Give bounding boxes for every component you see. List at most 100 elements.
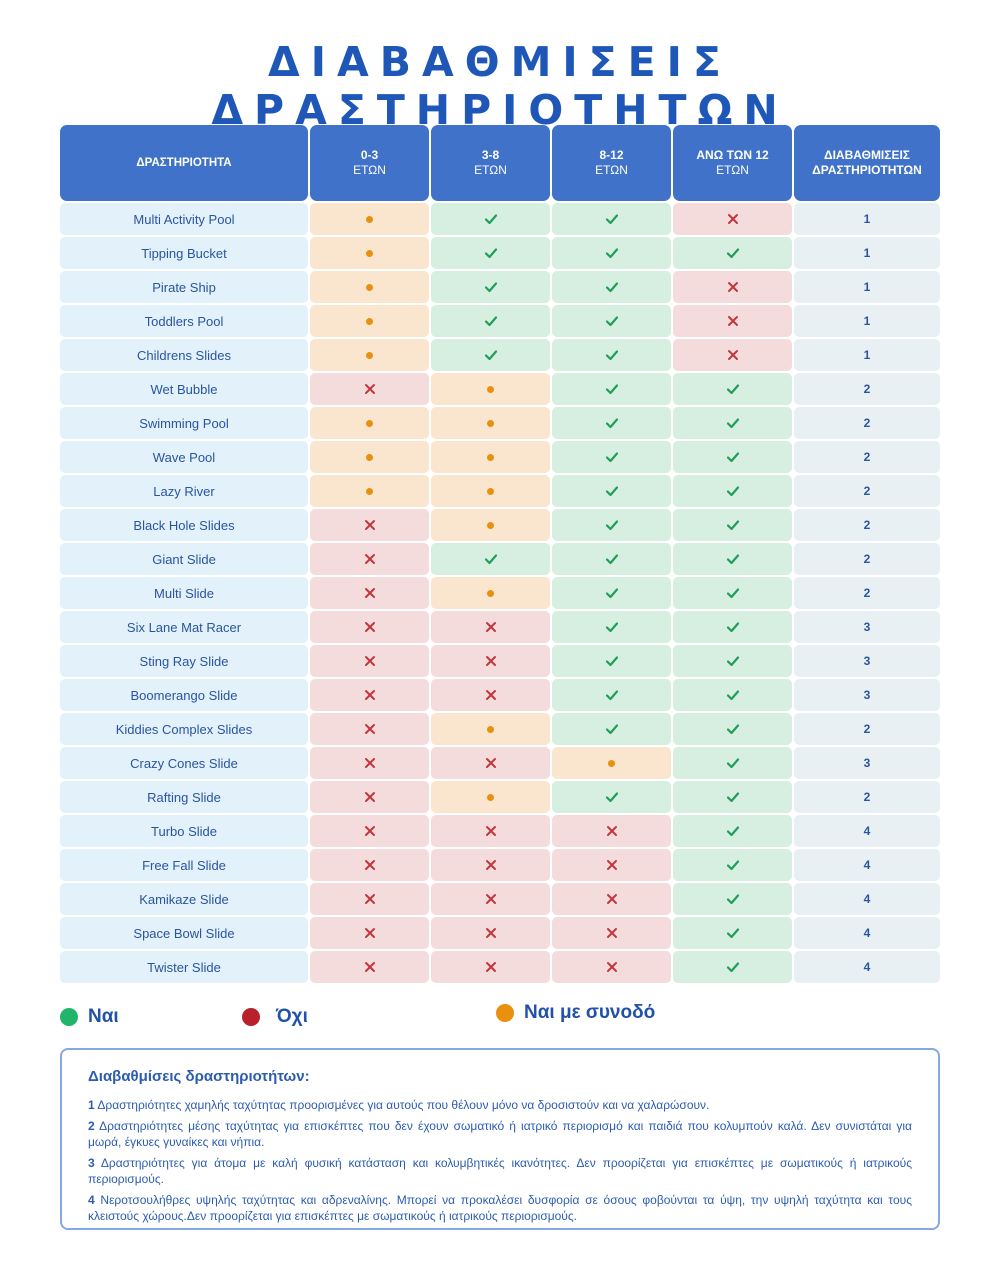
header-age-3-8: 3-8 ΕΤΩΝ <box>431 125 550 201</box>
activity-name: Kiddies Complex Slides <box>60 713 308 745</box>
cross-icon <box>364 520 375 530</box>
status-cell-escort <box>431 781 550 813</box>
status-cell-no <box>310 713 429 745</box>
activity-rating: 3 <box>794 645 940 677</box>
cross-icon <box>364 928 375 938</box>
activity-name: Free Fall Slide <box>60 849 308 881</box>
activity-rating: 2 <box>794 407 940 439</box>
activity-rating: 2 <box>794 577 940 609</box>
cross-icon <box>485 656 496 666</box>
orange-dot-icon <box>366 487 373 495</box>
status-cell-yes <box>552 271 671 303</box>
status-cell-escort <box>310 339 429 371</box>
status-cell-escort <box>431 475 550 507</box>
status-cell-no <box>310 509 429 541</box>
activity-name: Space Bowl Slide <box>60 917 308 949</box>
cross-icon <box>727 316 738 326</box>
status-cell-no <box>310 747 429 779</box>
status-cell-escort <box>310 203 429 235</box>
status-cell-yes <box>552 781 671 813</box>
status-cell-no <box>673 203 792 235</box>
cross-icon <box>606 860 617 870</box>
orange-dot-icon <box>366 249 373 257</box>
status-cell-yes <box>673 509 792 541</box>
status-cell-yes <box>673 951 792 983</box>
orange-dot-icon <box>608 759 615 767</box>
orange-dot-icon <box>366 215 373 223</box>
activity-name: Six Lane Mat Racer <box>60 611 308 643</box>
status-cell-yes <box>431 237 550 269</box>
status-cell-no <box>310 849 429 881</box>
status-cell-yes <box>673 645 792 677</box>
activity-rating: 4 <box>794 883 940 915</box>
status-cell-no <box>310 781 429 813</box>
status-cell-no <box>310 679 429 711</box>
cross-icon <box>606 962 617 972</box>
table-row: Pirate Ship 1 <box>60 271 946 303</box>
table-row: Kamikaze Slide 4 <box>60 883 946 915</box>
activity-name: Multi Activity Pool <box>60 203 308 235</box>
status-cell-escort <box>431 441 550 473</box>
status-cell-yes <box>552 611 671 643</box>
header-age-range: 8-12 <box>599 148 624 162</box>
legend-yes: Ναι <box>60 1006 119 1028</box>
table-row: Wet Bubble 2 <box>60 373 946 405</box>
check-icon <box>605 452 618 463</box>
activity-rating: 3 <box>794 611 940 643</box>
activity-rating: 1 <box>794 203 940 235</box>
activity-name: Tipping Bucket <box>60 237 308 269</box>
activities-table: ΔΡΑΣΤΗΡΙΟΤΗΤΑ 0-3 ΕΤΩΝ 3-8 ΕΤΩΝ 8-12 ΕΤΩ… <box>60 125 946 985</box>
check-icon <box>726 894 739 905</box>
status-cell-no <box>310 577 429 609</box>
activity-name: Kamikaze Slide <box>60 883 308 915</box>
header-age-unit: ΕΤΩΝ <box>595 163 628 177</box>
status-cell-escort <box>431 373 550 405</box>
legend-escort-label: Ναι με συνοδό <box>524 1002 656 1023</box>
status-cell-yes <box>552 373 671 405</box>
table-row: Twister Slide 4 <box>60 951 946 983</box>
activity-rating: 1 <box>794 271 940 303</box>
status-cell-yes <box>673 373 792 405</box>
activity-name: Lazy River <box>60 475 308 507</box>
check-icon <box>726 588 739 599</box>
table-row: Turbo Slide 4 <box>60 815 946 847</box>
table-row: Childrens Slides 1 <box>60 339 946 371</box>
check-icon <box>484 554 497 565</box>
cross-icon <box>485 962 496 972</box>
orange-dot-icon <box>487 385 494 393</box>
status-cell-escort <box>310 237 429 269</box>
table-row: Toddlers Pool 1 <box>60 305 946 337</box>
status-cell-yes <box>552 679 671 711</box>
status-cell-yes <box>552 237 671 269</box>
header-age-0-3: 0-3 ΕΤΩΝ <box>310 125 429 201</box>
cross-icon <box>364 690 375 700</box>
status-cell-escort <box>431 713 550 745</box>
cross-icon <box>485 622 496 632</box>
activity-rating: 4 <box>794 815 940 847</box>
page-title: ΔΙΑΒΑΘΜΙΣΕΙΣ ΔΡΑΣΤΗΡΙΟΤΗΤΩΝ <box>211 38 789 134</box>
status-cell-yes <box>673 815 792 847</box>
cross-icon <box>364 792 375 802</box>
table-row: Boomerango Slide 3 <box>60 679 946 711</box>
check-icon <box>726 690 739 701</box>
table-row: Kiddies Complex Slides 2 <box>60 713 946 745</box>
header-age-unit: ΕΤΩΝ <box>353 163 386 177</box>
cross-icon <box>727 350 738 360</box>
cross-icon <box>485 690 496 700</box>
check-icon <box>484 316 497 327</box>
status-cell-yes <box>673 679 792 711</box>
table-row: Free Fall Slide 4 <box>60 849 946 881</box>
activity-rating: 1 <box>794 237 940 269</box>
header-age-over-12: ΑΝΩ ΤΩΝ 12 ΕΤΩΝ <box>673 125 792 201</box>
info-item: 4 Νεροτσουλήθρες υψηλής ταχύτητας και αδ… <box>88 1192 912 1224</box>
status-cell-yes <box>552 203 671 235</box>
status-cell-yes <box>673 407 792 439</box>
status-cell-no <box>431 849 550 881</box>
cross-icon <box>364 588 375 598</box>
status-cell-yes <box>552 407 671 439</box>
header-age-unit: ΕΤΩΝ <box>474 163 507 177</box>
status-cell-no <box>431 883 550 915</box>
info-item-text: Δραστηριότητες για άτομα με καλή φυσική … <box>88 1156 912 1186</box>
check-icon <box>605 384 618 395</box>
info-item-number: 1 <box>88 1098 95 1112</box>
